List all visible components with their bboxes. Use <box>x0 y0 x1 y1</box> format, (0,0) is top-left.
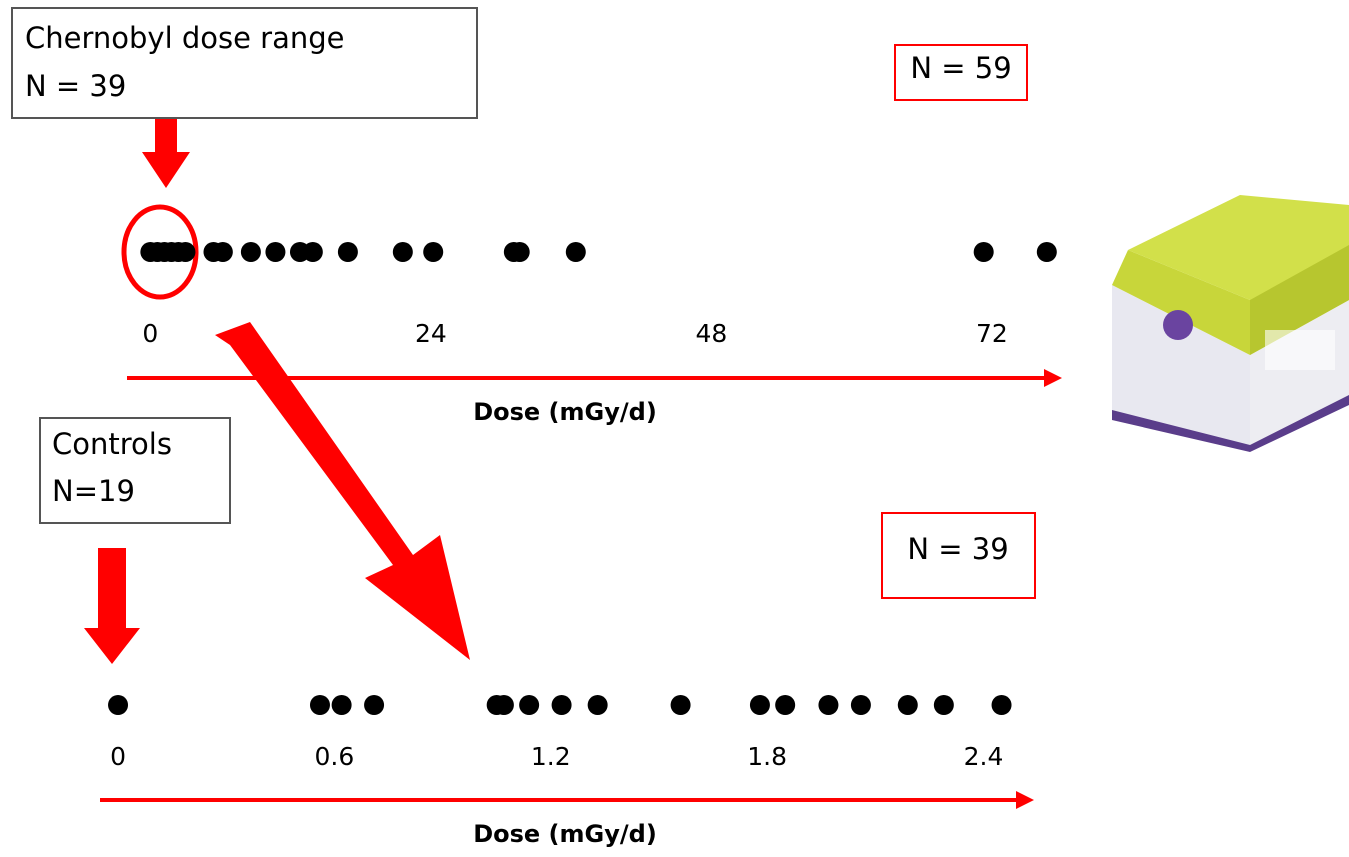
data-dot <box>565 242 586 262</box>
x-tick-label: 0 <box>110 742 126 771</box>
product-box-image <box>1112 195 1349 452</box>
data-dot <box>850 695 871 715</box>
annotation-box <box>39 417 231 524</box>
data-dot <box>749 695 770 715</box>
highlight-circle <box>121 204 199 300</box>
data-dot <box>212 242 233 262</box>
data-dot <box>509 242 530 262</box>
data-dot <box>1036 242 1057 262</box>
annotation-text: N=19 <box>52 474 135 508</box>
data-dot <box>423 242 444 262</box>
data-dot <box>331 695 352 715</box>
x-axis-arrowhead <box>1044 369 1062 387</box>
x-tick-label: 1.8 <box>747 742 787 771</box>
annotation-text: Controls <box>52 427 172 461</box>
x-tick-label: 72 <box>976 319 1008 348</box>
data-dot <box>302 242 323 262</box>
data-dot <box>337 242 358 262</box>
data-dot <box>265 242 286 262</box>
data-dot <box>587 695 608 715</box>
data-dot <box>175 242 196 262</box>
data-dot <box>933 695 954 715</box>
annotation-text: Chernobyl dose range <box>25 21 345 55</box>
x-tick-label: 48 <box>695 319 727 348</box>
x-axis-label: Dose (mGy/d) <box>473 820 657 848</box>
x-tick-label: 0.6 <box>315 742 355 771</box>
data-dot <box>973 242 994 262</box>
x-axis-arrowhead <box>1016 791 1034 809</box>
data-dot <box>364 695 385 715</box>
x-tick-label: 1.2 <box>531 742 571 771</box>
data-dot <box>493 695 514 715</box>
x-axis-label: Dose (mGy/d) <box>473 398 657 426</box>
data-dot <box>392 242 413 262</box>
annotation-text: N = 39 <box>907 532 1008 566</box>
data-dot <box>991 695 1012 715</box>
data-dot <box>519 695 540 715</box>
data-dot <box>897 695 918 715</box>
annotation-box <box>881 512 1036 599</box>
annotation-box <box>894 44 1028 101</box>
x-tick-label: 2.4 <box>964 742 1004 771</box>
data-dot <box>551 695 572 715</box>
x-tick-label: 24 <box>415 319 447 348</box>
data-dot <box>108 695 129 715</box>
down-arrow <box>142 100 190 188</box>
down-arrow <box>84 548 140 664</box>
annotation-text: N = 39 <box>25 69 126 103</box>
data-dot <box>309 695 330 715</box>
data-dot <box>775 695 796 715</box>
x-tick-label: 0 <box>142 319 158 348</box>
data-dot <box>818 695 839 715</box>
diagonal-arrow <box>215 322 470 660</box>
annotation-box <box>11 7 478 119</box>
annotation-text: N = 59 <box>910 51 1011 85</box>
data-dot <box>670 695 691 715</box>
data-dot <box>240 242 261 262</box>
